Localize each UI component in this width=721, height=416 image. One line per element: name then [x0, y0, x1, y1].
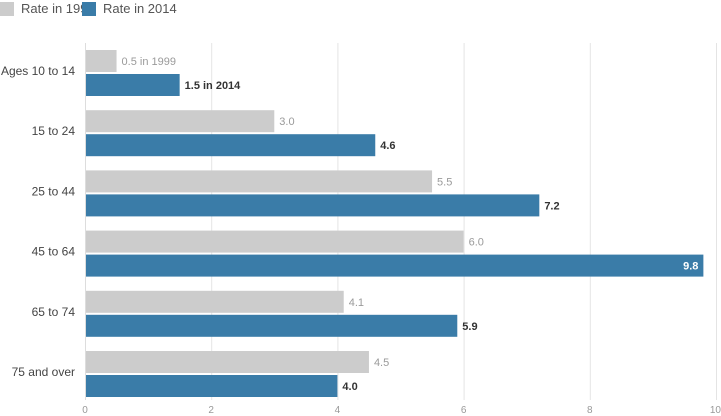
- x-tick-label-0: 0: [82, 405, 88, 416]
- bar-1999: [85, 351, 369, 373]
- bar-1999: [85, 290, 344, 313]
- bar-2014: [85, 194, 540, 217]
- x-tick-label-6: 6: [461, 405, 467, 416]
- legend-label-1999: Rate in 1999: [21, 1, 95, 16]
- category-label: 45 to 64: [32, 245, 76, 259]
- data-label-1999: 0.5 in 1999: [122, 56, 176, 68]
- category-label: 75 and over: [12, 365, 75, 379]
- x-tick-label-2: 2: [208, 405, 214, 416]
- bar-2014: [85, 134, 376, 157]
- category-label: Ages 10 to 14: [1, 64, 75, 78]
- data-label-1999: 5.5: [437, 176, 452, 188]
- data-label-2014: 4.6: [380, 140, 395, 152]
- legend-swatch-2014: [82, 2, 96, 16]
- category-label: 25 to 44: [32, 184, 76, 198]
- bar-1999: [85, 50, 117, 72]
- x-tick-label-10: 10: [710, 405, 721, 416]
- data-label-2014: 4.0: [342, 381, 357, 393]
- data-label-2014: 1.5 in 2014: [185, 80, 242, 92]
- x-tick-label-8: 8: [587, 405, 593, 416]
- data-label-2014: 7.2: [544, 200, 559, 212]
- bar-1999: [85, 170, 433, 193]
- data-label-1999: 6.0: [469, 237, 484, 249]
- data-label-1999: 3.0: [279, 116, 294, 128]
- data-label-1999: 4.5: [374, 357, 389, 369]
- data-label-2014: 5.9: [462, 321, 477, 333]
- data-label-2014: 9.8: [683, 261, 698, 273]
- bar-2014: [85, 74, 180, 96]
- bar-2014: [85, 375, 338, 397]
- x-tick-label-4: 4: [335, 405, 341, 416]
- category-label: 65 to 74: [32, 305, 76, 319]
- data-label-1999: 4.1: [349, 297, 364, 309]
- bar-1999: [85, 230, 464, 253]
- legend-label-2014: Rate in 2014: [103, 1, 177, 16]
- bar-2014: [85, 314, 458, 337]
- category-label: 15 to 24: [32, 124, 76, 138]
- bar-2014: [85, 254, 704, 277]
- bar-1999: [85, 110, 275, 133]
- legend-swatch-1999: [0, 2, 14, 16]
